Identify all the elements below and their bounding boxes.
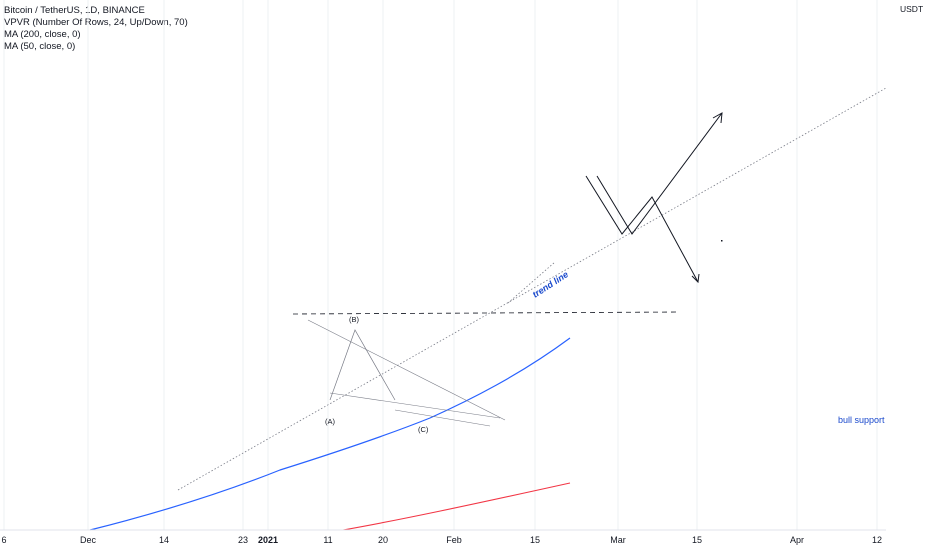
grid bbox=[3, 0, 878, 530]
price-axis: USDT 76000.0068000.0052000.0036000.00240… bbox=[886, 0, 932, 530]
time-axis: 6 Dec 14 23 2021 11 20 Feb 15 Mar 15 Apr 12 bbox=[0, 529, 886, 545]
neckline bbox=[292, 311, 681, 315]
time-tick-label: Dec bbox=[80, 535, 97, 545]
time-tick-label: Apr bbox=[790, 535, 804, 545]
chart-title[interactable]: Bitcoin / TetherUS, 1D, BINANCE bbox=[4, 5, 145, 16]
indicator-vpvr[interactable]: VPVR (Number Of Rows, 24, Up/Down, 70) bbox=[4, 17, 188, 28]
time-tick-label: Feb bbox=[446, 535, 462, 545]
time-tick-label: 12 bbox=[872, 535, 882, 545]
time-tick-label: 20 bbox=[378, 535, 388, 545]
annotation-c: (C) bbox=[418, 425, 429, 434]
indicator-ma50[interactable]: MA (50, close, 0) bbox=[4, 41, 76, 52]
trend-line-label: trend line bbox=[531, 269, 570, 299]
ma200-line bbox=[342, 482, 571, 531]
arrow-head-down bbox=[691, 273, 700, 284]
time-tick-label: Mar bbox=[610, 535, 626, 545]
time-tick-label: 23 bbox=[238, 535, 248, 545]
trend-line bbox=[177, 87, 887, 491]
chart-legend: Bitcoin / TetherUS, 1D, BINANCE VPVR (Nu… bbox=[4, 5, 188, 53]
ma50-line bbox=[89, 337, 571, 531]
time-tick-label: 14 bbox=[159, 535, 169, 545]
time-tick-label: 6 bbox=[1, 535, 6, 545]
moving-averages bbox=[89, 337, 571, 531]
forecast-bull-path bbox=[596, 112, 723, 235]
marker-dot bbox=[721, 240, 723, 242]
annotation-a: (A) bbox=[325, 417, 336, 426]
pattern-line bbox=[394, 409, 491, 427]
currency-label: USDT bbox=[900, 4, 923, 14]
pattern-line bbox=[329, 392, 501, 419]
pattern-line bbox=[307, 319, 506, 421]
forecast-bear-path bbox=[585, 175, 699, 283]
indicator-ma200[interactable]: MA (200, close, 0) bbox=[4, 29, 81, 40]
pattern-lines bbox=[329, 329, 396, 401]
time-tick-label: 2021 bbox=[258, 535, 278, 545]
arrow-head-up bbox=[712, 112, 723, 124]
time-tick-label: 15 bbox=[530, 535, 540, 545]
time-tick-label: 15 bbox=[692, 535, 702, 545]
drawings: (A) (B) (C) trend line bull support bbox=[177, 87, 887, 491]
bull-support-label: bull support bbox=[838, 415, 885, 425]
time-tick-label: 11 bbox=[323, 535, 332, 545]
annotation-b: (B) bbox=[349, 315, 360, 324]
